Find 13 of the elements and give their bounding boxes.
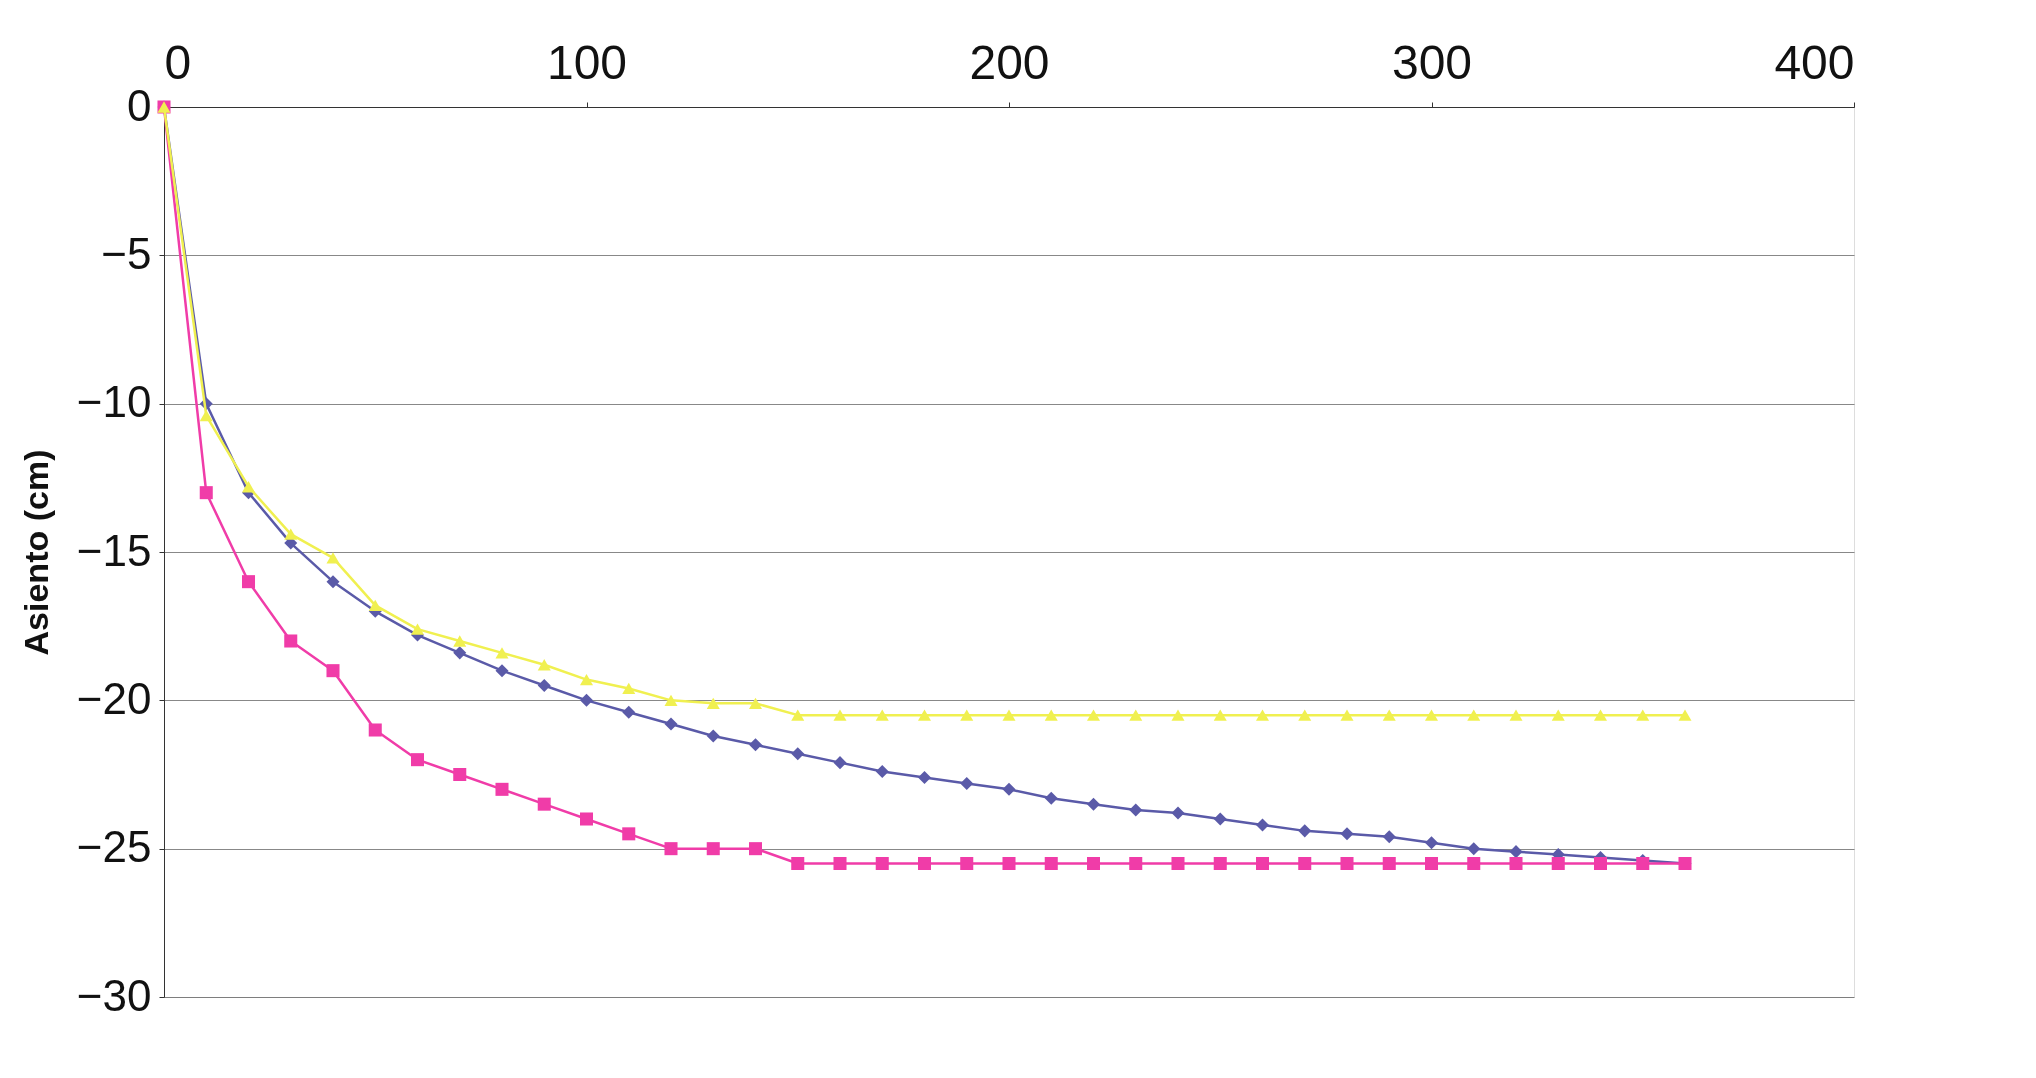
- x-tick-label: 200: [969, 35, 1050, 89]
- y-tick-label: −5: [101, 228, 152, 278]
- x-tick-label: 0: [164, 35, 192, 89]
- x-tick-label: 400: [1774, 35, 1855, 89]
- y-tick-label: −20: [76, 673, 152, 723]
- y-tick-label: −15: [76, 525, 152, 575]
- y-tick-label: 0: [127, 80, 152, 130]
- y-tick-label: −30: [76, 970, 152, 1020]
- y-axis-title: Asiento (cm): [16, 449, 55, 656]
- x-tick-label: 300: [1391, 35, 1473, 89]
- y-tick-label: −25: [76, 822, 152, 872]
- y-tick-label: −10: [76, 377, 152, 427]
- x-tick-label: 100: [546, 35, 628, 89]
